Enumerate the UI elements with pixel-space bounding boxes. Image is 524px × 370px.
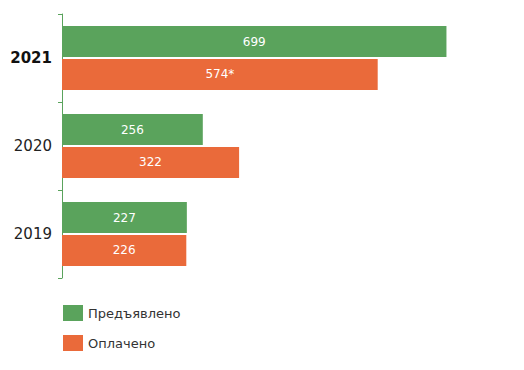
svg-text:Предъявлено: Предъявлено (88, 306, 180, 321)
svg-text:226: 226 (113, 243, 136, 257)
svg-text:699: 699 (243, 35, 266, 49)
svg-text:322: 322 (139, 155, 162, 169)
svg-text:2021: 2021 (10, 49, 52, 67)
svg-text:Оплачено: Оплачено (88, 336, 155, 351)
svg-text:2019: 2019 (14, 225, 52, 243)
svg-text:574*: 574* (205, 67, 234, 81)
svg-text:2020: 2020 (14, 137, 52, 155)
svg-text:256: 256 (121, 123, 144, 137)
svg-text:227: 227 (113, 211, 136, 225)
